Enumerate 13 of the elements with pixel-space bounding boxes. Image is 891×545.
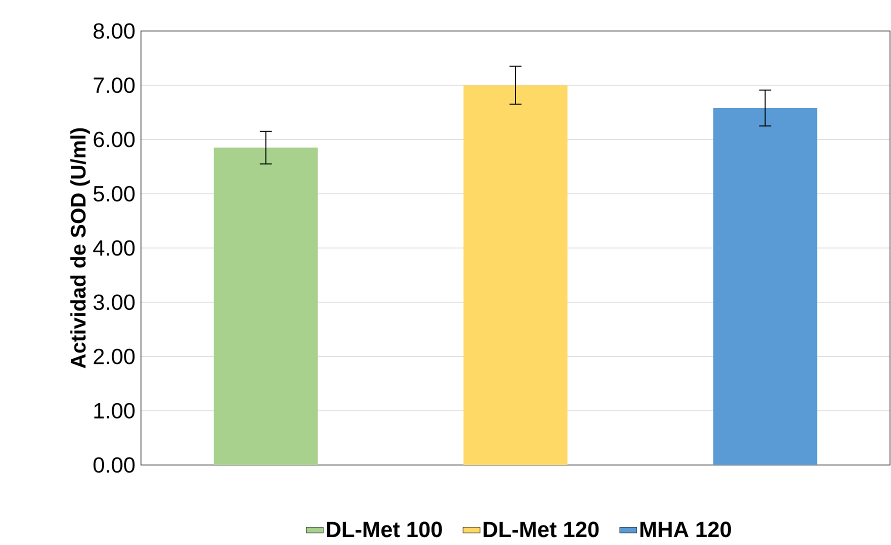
y-tick-label: 8.00 bbox=[94, 23, 135, 39]
y-tick-label: 7.00 bbox=[94, 77, 135, 94]
y-axis-title: Actividad de SOD (U/ml) bbox=[70, 128, 90, 368]
legend-label: DL-Met 120 bbox=[484, 522, 599, 538]
y-tick-label: 0.00 bbox=[94, 457, 135, 473]
y-tick-label: 1.00 bbox=[94, 402, 135, 419]
y-tick-label: 3.00 bbox=[94, 294, 135, 310]
legend-label: MHA 120 bbox=[640, 522, 731, 538]
y-tick-label: 4.00 bbox=[93, 240, 135, 256]
legend-label: DL-Met 100 bbox=[326, 522, 442, 538]
y-tick-label: 2.00 bbox=[94, 348, 135, 364]
y-tick-label: 6.00 bbox=[94, 132, 135, 148]
y-tick-label: 5.00 bbox=[94, 186, 135, 202]
